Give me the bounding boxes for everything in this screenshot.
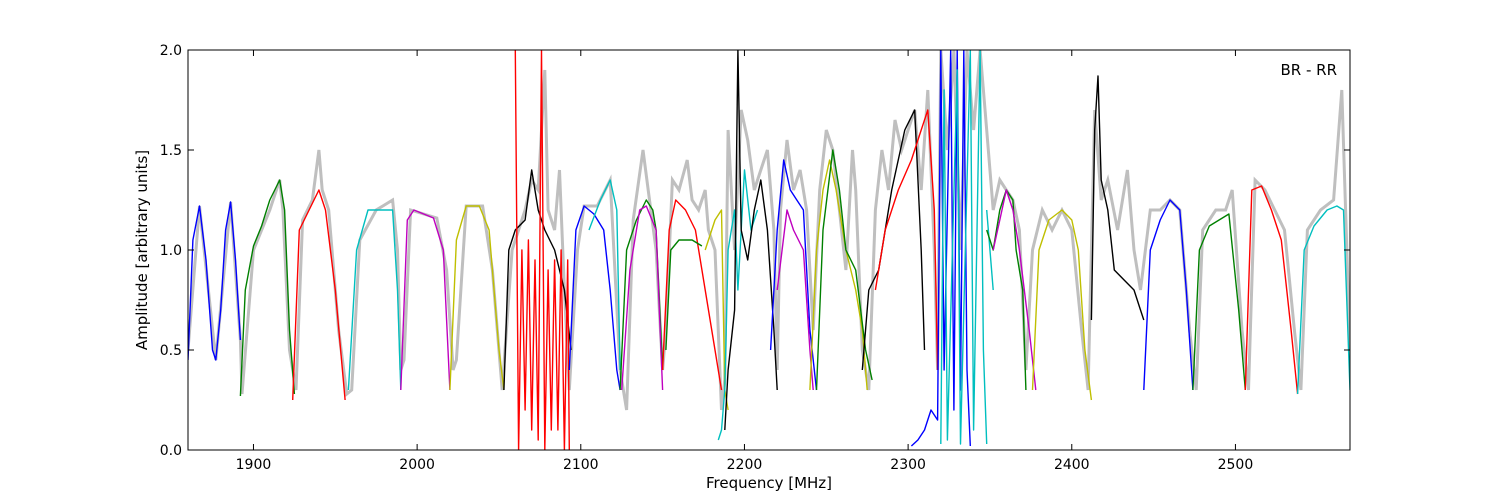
reference-series-line <box>188 50 1350 411</box>
series-line-21 <box>861 109 926 371</box>
series-line-13 <box>665 239 703 351</box>
x-tick-label: 2100 <box>563 457 599 473</box>
series-line-1 <box>239 179 296 397</box>
series-line-15 <box>717 169 759 441</box>
series-line-17 <box>769 159 818 391</box>
x-tick-label: 2500 <box>1218 457 1254 473</box>
series-line-32 <box>1244 185 1299 395</box>
series-line-5 <box>449 205 505 391</box>
y-tick-label: 1.5 <box>160 143 182 159</box>
series-line-8 <box>568 205 621 391</box>
x-tick-label: 2000 <box>399 457 435 473</box>
x-tick-label: 1900 <box>236 457 272 473</box>
series-line-27 <box>992 189 1037 391</box>
series-line-22 <box>874 109 939 371</box>
y-axis-label: Amplitude [arbitrary units] <box>133 150 151 350</box>
series-line-7 <box>514 50 570 450</box>
series-line-11 <box>621 205 664 391</box>
series-line-14 <box>704 209 729 411</box>
annotation-label: BR - RR <box>1280 61 1337 79</box>
x-tick-label: 2300 <box>890 457 926 473</box>
x-axis-label: Frequency [MHz] <box>706 474 832 492</box>
series-line-12 <box>661 199 723 391</box>
series-line-25 <box>986 209 994 291</box>
series-line-28 <box>1031 209 1093 401</box>
series-line-18 <box>776 209 814 391</box>
x-tick-label: 2200 <box>727 457 763 473</box>
x-tick-label: 2400 <box>1054 457 1090 473</box>
y-tick-label: 0.5 <box>160 343 182 359</box>
series-line-33 <box>1296 205 1350 395</box>
series-line-23 <box>910 50 971 447</box>
y-tick-label: 1.0 <box>160 243 182 259</box>
series-line-29 <box>1090 75 1145 321</box>
series-line-20 <box>815 149 873 391</box>
series-line-0 <box>188 201 242 361</box>
series-line-4 <box>400 209 451 391</box>
ticks-layer: 1900 2000 2100 2200 2300 2400 2500 0.0 0.5 1.0 1.5… <box>160 43 1350 473</box>
series-line-24 <box>940 50 988 445</box>
series-line-30 <box>1143 199 1194 391</box>
series-line-19 <box>809 159 868 391</box>
data-layer <box>188 50 1350 450</box>
series-line-16 <box>724 50 778 431</box>
series-line-31 <box>1192 213 1246 391</box>
series-line-2 <box>292 189 346 401</box>
y-tick-label: 2.0 <box>160 43 182 59</box>
series-line-9 <box>588 179 621 371</box>
y-tick-label: 0.0 <box>160 443 182 459</box>
series-line-3 <box>347 209 402 391</box>
series-line-6 <box>503 169 572 391</box>
